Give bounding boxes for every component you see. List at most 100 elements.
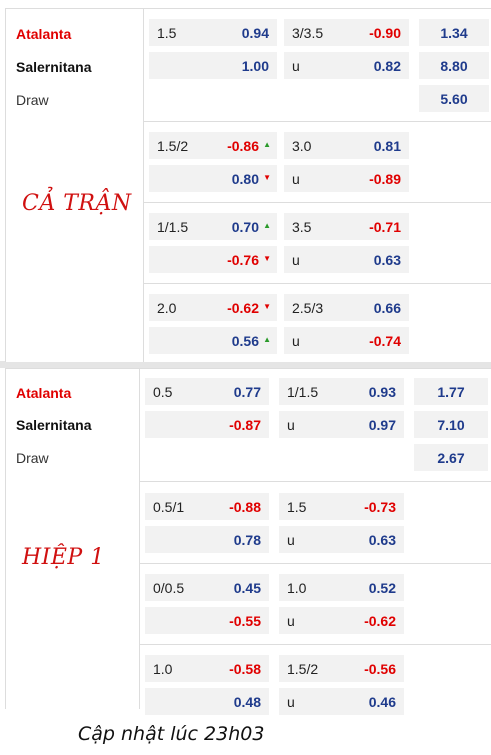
hdp-away-cell[interactable]: 1.00 [149,52,277,79]
ou-under-odds: 0.82 [373,58,401,74]
team-column [6,369,140,709]
hdp-away-odds: -0.87 [229,417,261,433]
alt-hdp-home-odds: 0.45 [233,580,261,596]
x12-home-odds: 1.34 [440,25,468,41]
alt-hdp-home-cell[interactable]: 0.5/1 -0.88 [145,493,269,520]
alt-ou-over-odds: 0.81 [373,138,401,154]
alt-hdp-home-odds: -0.62 [227,300,259,316]
alt-ou-over-odds: -0.73 [364,499,396,515]
trend-up-icon: ▲ [263,221,271,230]
alt-hdp-home-cell[interactable]: 1.0 -0.58 [145,655,269,682]
alt-ou-over-odds: 0.66 [373,300,401,316]
row-separator [140,481,491,482]
x12-home-cell[interactable]: 1.77 [414,378,488,405]
alt-ou-over-odds: -0.71 [369,219,401,235]
alt-hdp-home-cell[interactable]: 0/0.5 0.45 [145,574,269,601]
alt-ou-under-label: u [292,252,300,268]
alt-hdp-line: 2.0 [157,300,177,316]
alt-ou-over-cell[interactable]: 3.0 0.81 [284,132,409,159]
alt-ou-under-odds: 0.63 [373,252,401,268]
row-separator [144,283,491,284]
alt-ou-over-odds: -0.56 [364,661,396,677]
alt-hdp-away-odds: 0.56 [231,333,259,349]
alt-hdp-home-odds: -0.86 [227,138,259,154]
alt-hdp-home-cell[interactable]: 1.5/2 -0.86 ▲ [149,132,277,159]
alt-ou-over-cell[interactable]: 1.5 -0.73 [279,493,404,520]
alt-hdp-away-cell[interactable]: -0.76 ▼ [149,246,277,273]
alt-hdp-away-odds: -0.76 [227,252,259,268]
section-first-half: Atalanta Salernitana Draw HIỆP 1 0.5 0.77… [5,368,491,715]
alt-ou-line: 2.5/3 [292,300,324,316]
alt-ou-over-cell[interactable]: 1.0 0.52 [279,574,404,601]
alt-hdp-away-cell[interactable]: 0.56 ▲ [149,327,277,354]
away-team-name: Salernitana [16,59,92,75]
alt-ou-line: 1.5/2 [287,661,319,677]
alt-hdp-home-odds: -0.88 [229,499,261,515]
ou-under-odds: 0.97 [368,417,396,433]
section-title: CẢ TRẬN [22,191,132,216]
alt-hdp-home-odds: 0.70 [231,219,259,235]
hdp-home-odds: 0.77 [233,384,261,400]
section-full-match: Atalanta Salernitana Draw CẢ TRẬN 1.5 0.9… [5,8,491,362]
alt-ou-under-odds: 0.46 [368,694,396,710]
trend-down-icon: ▼ [263,254,271,263]
alt-ou-over-cell[interactable]: 3.5 -0.71 [284,213,409,240]
alt-hdp-away-cell[interactable]: 0.80 ▼ [149,165,277,192]
x12-away-odds: 7.10 [437,417,465,433]
row-separator [144,202,491,203]
alt-ou-line: 1.5 [287,499,307,515]
x12-draw-odds: 5.60 [440,91,468,107]
x12-away-cell[interactable]: 8.80 [419,52,489,79]
alt-hdp-away-odds: -0.55 [229,613,261,629]
alt-hdp-away-cell[interactable]: 0.78 [145,526,269,553]
alt-hdp-line: 0/0.5 [153,580,185,596]
alt-ou-over-cell[interactable]: 1.5/2 -0.56 [279,655,404,682]
x12-home-odds: 1.77 [437,384,465,400]
hdp-home-cell[interactable]: 1.5 0.94 [149,19,277,46]
x12-home-cell[interactable]: 1.34 [419,19,489,46]
ou-under-cell[interactable]: u 0.97 [279,411,404,438]
ou-line: 1/1.5 [287,384,319,400]
alt-hdp-away-cell[interactable]: -0.55 [145,607,269,634]
trend-down-icon: ▼ [263,173,271,182]
alt-ou-under-label: u [287,613,295,629]
hdp-away-cell[interactable]: -0.87 [145,411,269,438]
alt-ou-under-cell[interactable]: u 0.63 [284,246,409,273]
x12-draw-cell[interactable]: 2.67 [414,444,488,471]
alt-ou-under-cell[interactable]: u 0.46 [279,688,404,715]
alt-ou-under-cell[interactable]: u -0.74 [284,327,409,354]
alt-ou-under-label: u [292,333,300,349]
ou-line: 3/3.5 [292,25,324,41]
ou-over-cell[interactable]: 1/1.5 0.93 [279,378,404,405]
alt-hdp-home-cell[interactable]: 2.0 -0.62 ▼ [149,294,277,321]
alt-ou-under-cell[interactable]: u -0.89 [284,165,409,192]
hdp-away-odds: 1.00 [241,58,269,74]
alt-ou-line: 1.0 [287,580,307,596]
alt-hdp-away-odds: 0.78 [233,532,261,548]
draw-label: Draw [16,92,49,108]
alt-ou-under-odds: -0.89 [369,171,401,187]
x12-draw-cell[interactable]: 5.60 [419,85,489,112]
row-separator [144,121,491,122]
alt-ou-under-label: u [287,532,295,548]
alt-ou-line: 3.0 [292,138,312,154]
trend-up-icon: ▲ [263,335,271,344]
row-separator [140,644,491,645]
home-team-name: Atalanta [16,385,72,401]
ou-under-label: u [287,417,295,433]
hdp-home-cell[interactable]: 0.5 0.77 [145,378,269,405]
x12-away-cell[interactable]: 7.10 [414,411,488,438]
away-team-name: Salernitana [16,417,92,433]
alt-hdp-home-cell[interactable]: 1/1.5 0.70 ▲ [149,213,277,240]
ou-under-cell[interactable]: u 0.82 [284,52,409,79]
alt-ou-over-odds: 0.52 [368,580,396,596]
ou-over-cell[interactable]: 3/3.5 -0.90 [284,19,409,46]
team-column [6,9,144,362]
alt-ou-under-cell[interactable]: u 0.63 [279,526,404,553]
section-title: HIỆP 1 [22,545,105,570]
ou-over-odds: 0.93 [368,384,396,400]
alt-hdp-away-cell[interactable]: 0.48 [145,688,269,715]
ou-under-label: u [292,58,300,74]
alt-ou-over-cell[interactable]: 2.5/3 0.66 [284,294,409,321]
alt-ou-under-cell[interactable]: u -0.62 [279,607,404,634]
